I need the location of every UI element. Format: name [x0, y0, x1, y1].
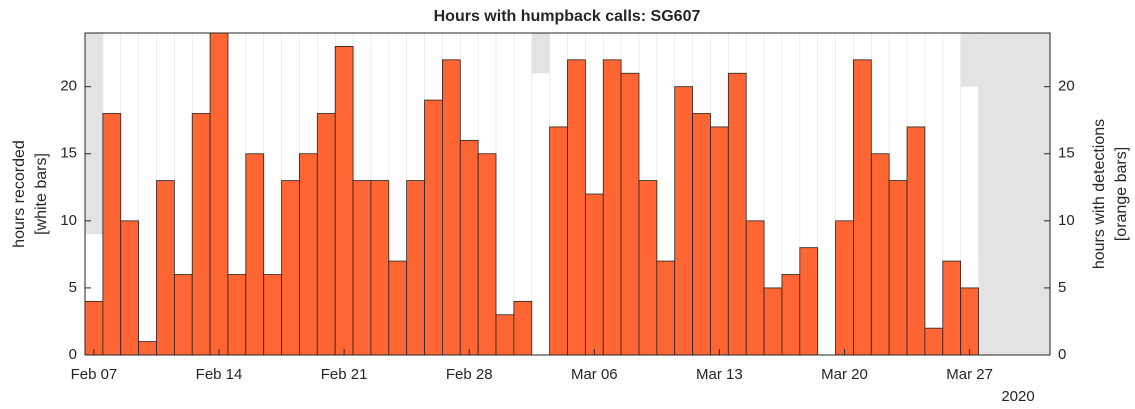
detection-bar	[853, 59, 872, 356]
recorded-bar	[924, 33, 943, 355]
y2-tick-label: 20	[1058, 78, 1075, 95]
detection-bar	[567, 59, 586, 356]
detection-bar	[316, 113, 336, 356]
y-tick-label: 20	[60, 78, 77, 95]
detection-bar	[388, 260, 408, 356]
detection-bar	[906, 126, 926, 356]
x-tick-label: Feb 28	[446, 366, 493, 383]
detection-bar	[745, 220, 765, 356]
y2-tick-label: 5	[1058, 279, 1066, 296]
detection-bar	[674, 86, 693, 356]
detection-bar	[84, 300, 104, 356]
detection-bar	[299, 153, 318, 356]
detection-bar	[334, 46, 354, 356]
y2-tick-label: 10	[1058, 212, 1075, 229]
detection-bar	[888, 180, 908, 356]
recorded-bar	[496, 33, 514, 355]
detection-bar	[799, 247, 819, 356]
detection-bar	[173, 274, 193, 356]
detection-bar	[924, 327, 944, 356]
detection-bar	[620, 72, 640, 356]
y-tick-label: 10	[60, 212, 77, 229]
detection-bar	[763, 287, 783, 356]
recorded-bar	[513, 33, 532, 355]
y-axis-label: [white bars]	[33, 153, 50, 235]
detection-bar	[102, 113, 122, 356]
detection-bar	[549, 126, 568, 356]
x-tick-label: Mar 06	[571, 366, 618, 383]
detection-bar	[245, 153, 265, 356]
detection-bar	[727, 72, 747, 356]
x-tick-label: Feb 07	[71, 366, 118, 383]
detection-bar	[870, 153, 890, 356]
detection-bar	[191, 113, 211, 356]
x-tick-label: Mar 27	[946, 366, 993, 383]
detection-bar	[656, 260, 676, 356]
detection-bar	[960, 287, 979, 356]
detection-bar	[710, 126, 729, 356]
detection-bar	[477, 153, 497, 356]
axes-box	[84, 32, 1051, 356]
detection-bar	[835, 220, 854, 356]
y-tick-label: 5	[69, 279, 77, 296]
detection-bar	[584, 193, 604, 356]
x-tick-label: Feb 21	[321, 366, 368, 383]
detection-bar	[370, 180, 390, 356]
y-tick-label: 15	[60, 145, 77, 162]
x-tick-label: Mar 13	[696, 366, 743, 383]
detection-bar	[513, 300, 533, 356]
detection-bar	[156, 180, 175, 356]
recorded-bar	[764, 33, 782, 355]
y-axis-label: hours recorded	[11, 140, 28, 248]
detection-bar	[602, 59, 622, 356]
detection-bar	[638, 180, 658, 356]
detection-bar	[227, 274, 247, 356]
detection-bar	[281, 180, 300, 356]
recorded-bar	[138, 33, 157, 355]
detection-bar	[459, 139, 479, 356]
x-tick-label: Mar 20	[821, 366, 868, 383]
detection-bar	[209, 32, 229, 356]
recorded-bar	[817, 33, 836, 355]
chart-title: Hours with humpback calls: SG607	[434, 8, 701, 25]
y2-tick-label: 0	[1058, 346, 1066, 363]
y2-axis-label: hours with detections	[1091, 119, 1108, 269]
detection-bar	[263, 274, 282, 356]
detection-bar	[352, 180, 372, 356]
detection-bar	[942, 260, 962, 356]
y2-tick-label: 15	[1058, 145, 1075, 162]
recorded-bar	[531, 73, 550, 355]
detection-bar	[120, 220, 140, 356]
detection-bar	[442, 59, 461, 356]
detection-bar	[692, 113, 711, 356]
detection-bar	[495, 314, 515, 356]
detection-bar	[781, 274, 801, 356]
x-tick-label: Feb 14	[196, 366, 243, 383]
y-tick-label: 0	[69, 346, 77, 363]
y2-axis-label: [orange bars]	[1113, 147, 1130, 241]
x-year-label: 2020	[1001, 388, 1034, 405]
detection-bar	[138, 341, 157, 356]
detection-bar	[424, 99, 443, 356]
detection-bar	[406, 180, 425, 356]
